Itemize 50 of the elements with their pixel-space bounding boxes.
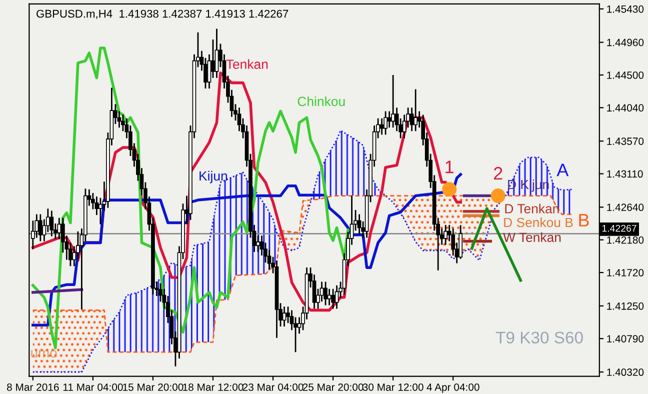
x-tick-label: 25 Mar 20:00 [302, 383, 364, 391]
candlestick [331, 288, 335, 310]
series-label: A [556, 164, 569, 176]
series-label: W Tenkan [503, 232, 561, 242]
candlestick [384, 110, 388, 136]
ref-line-label: 1.42267 [602, 224, 636, 232]
series-label: Tenkan [226, 59, 268, 69]
x-tick-label: 23 Mar 04:00 [242, 383, 304, 391]
candlestick [458, 224, 463, 260]
y-tick-label: 1.41250 [607, 302, 644, 310]
annotation: 1 [446, 160, 454, 174]
candlestick [282, 306, 286, 328]
candlestick [391, 74, 395, 128]
series-label: D Senkou B [504, 217, 573, 228]
y-tick-label: 1.43570 [607, 138, 644, 145]
candlestick [324, 281, 328, 306]
candlestick [387, 110, 392, 128]
y-tick-label: 1.40790 [607, 335, 644, 342]
chart-title: GBPUSD.m,H4 1.41938 1.42387 1.41913 1.42267 [36, 10, 288, 19]
y-tick-label: 1.45430 [607, 5, 644, 13]
y-tick-label: 1.44040 [607, 104, 644, 112]
y-tick-label: 1.43110 [607, 170, 643, 178]
candlestick [256, 234, 260, 253]
line-series [32, 46, 350, 350]
annotation: 2 [494, 166, 502, 180]
annotation: T9 K30 S60 [496, 332, 583, 344]
x-tick-label: 15 Mar 20:00 [123, 383, 184, 391]
series-label: B [579, 214, 589, 226]
y-tick-label: 1.44500 [607, 71, 644, 79]
candlestick [50, 210, 54, 237]
candlestick [444, 224, 448, 246]
candlestick [334, 284, 339, 310]
series-label: Kijun [200, 170, 228, 184]
y-tick-label: 1.40320 [607, 368, 644, 376]
annotation: umo [31, 350, 57, 358]
x-tick-label: 30 Mar 12:00 [362, 383, 424, 391]
series-label: Chinkou [298, 96, 345, 106]
x-tick-label: 4 Apr 04:00 [426, 383, 480, 393]
candlestick [357, 214, 362, 235]
x-tick-label: 11 Mar 04:00 [63, 383, 123, 391]
candlestick [414, 88, 418, 132]
candlestick [38, 214, 42, 242]
y-tick-label: 1.41720 [607, 269, 644, 276]
candlestick [214, 28, 219, 79]
y-tick-label: 1.42180 [607, 236, 644, 244]
y-tick-label: 1.42640 [607, 204, 644, 212]
x-tick-label: 18 Mar 12:00 [183, 383, 244, 391]
y-tick-label: 1.44960 [607, 38, 644, 46]
candlestick [211, 38, 215, 79]
x-tick-label: 8 Mar 2016 [7, 383, 59, 391]
